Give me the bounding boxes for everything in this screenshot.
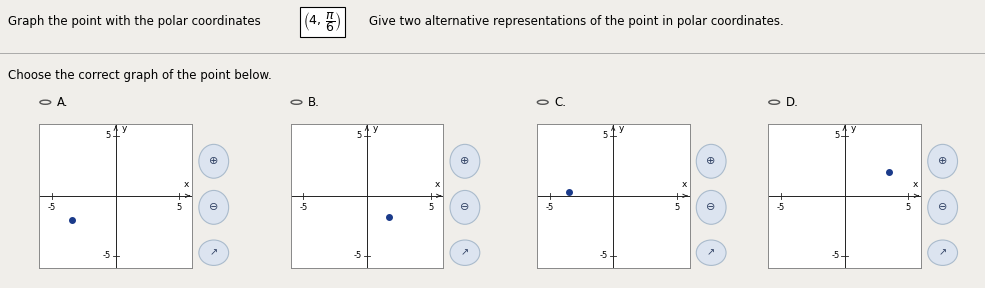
Text: ⊖: ⊖ bbox=[706, 202, 716, 212]
Text: ⊕: ⊕ bbox=[938, 156, 948, 166]
Text: Graph the point with the polar coordinates: Graph the point with the polar coordinat… bbox=[8, 15, 261, 29]
Text: y: y bbox=[121, 124, 127, 133]
Circle shape bbox=[696, 240, 726, 266]
Text: x: x bbox=[913, 180, 918, 189]
Text: ↗: ↗ bbox=[461, 248, 469, 258]
Text: -5: -5 bbox=[546, 203, 554, 212]
Circle shape bbox=[450, 240, 480, 266]
Text: ↗: ↗ bbox=[707, 248, 715, 258]
Text: 5: 5 bbox=[176, 203, 182, 212]
Text: ⊕: ⊕ bbox=[706, 156, 716, 166]
Text: ⊖: ⊖ bbox=[209, 202, 219, 212]
Text: x: x bbox=[435, 180, 440, 189]
Text: ⊕: ⊕ bbox=[209, 156, 219, 166]
Text: Give two alternative representations of the point in polar coordinates.: Give two alternative representations of … bbox=[369, 15, 784, 29]
Text: ⊕: ⊕ bbox=[460, 156, 470, 166]
Text: 5: 5 bbox=[357, 131, 361, 140]
Text: x: x bbox=[184, 180, 189, 189]
Text: ↗: ↗ bbox=[939, 248, 947, 258]
Text: $\left(4,\,\dfrac{\pi}{6}\right)$: $\left(4,\,\dfrac{\pi}{6}\right)$ bbox=[303, 10, 342, 34]
Circle shape bbox=[928, 144, 957, 178]
Text: A.: A. bbox=[57, 96, 69, 109]
Text: B.: B. bbox=[308, 96, 320, 109]
Text: C.: C. bbox=[555, 96, 566, 109]
Text: -5: -5 bbox=[831, 251, 839, 260]
Circle shape bbox=[928, 190, 957, 224]
Text: -5: -5 bbox=[299, 203, 307, 212]
Text: x: x bbox=[682, 180, 687, 189]
Text: -5: -5 bbox=[777, 203, 785, 212]
Circle shape bbox=[199, 190, 229, 224]
Circle shape bbox=[199, 144, 229, 178]
Text: -5: -5 bbox=[102, 251, 110, 260]
Text: y: y bbox=[372, 124, 378, 133]
Circle shape bbox=[696, 190, 726, 224]
Text: y: y bbox=[619, 124, 624, 133]
Circle shape bbox=[696, 144, 726, 178]
Text: 5: 5 bbox=[834, 131, 839, 140]
Text: y: y bbox=[850, 124, 856, 133]
Text: D.: D. bbox=[786, 96, 799, 109]
Circle shape bbox=[450, 190, 480, 224]
Circle shape bbox=[928, 240, 957, 266]
Text: ↗: ↗ bbox=[210, 248, 218, 258]
Text: ⊖: ⊖ bbox=[460, 202, 470, 212]
Text: 5: 5 bbox=[905, 203, 911, 212]
Text: 5: 5 bbox=[105, 131, 110, 140]
Text: Choose the correct graph of the point below.: Choose the correct graph of the point be… bbox=[8, 69, 272, 82]
Text: 5: 5 bbox=[674, 203, 680, 212]
Circle shape bbox=[199, 240, 229, 266]
Text: -5: -5 bbox=[48, 203, 56, 212]
Text: 5: 5 bbox=[427, 203, 433, 212]
Text: ⊖: ⊖ bbox=[938, 202, 948, 212]
Text: 5: 5 bbox=[603, 131, 608, 140]
Text: -5: -5 bbox=[354, 251, 361, 260]
Text: -5: -5 bbox=[600, 251, 608, 260]
Circle shape bbox=[450, 144, 480, 178]
